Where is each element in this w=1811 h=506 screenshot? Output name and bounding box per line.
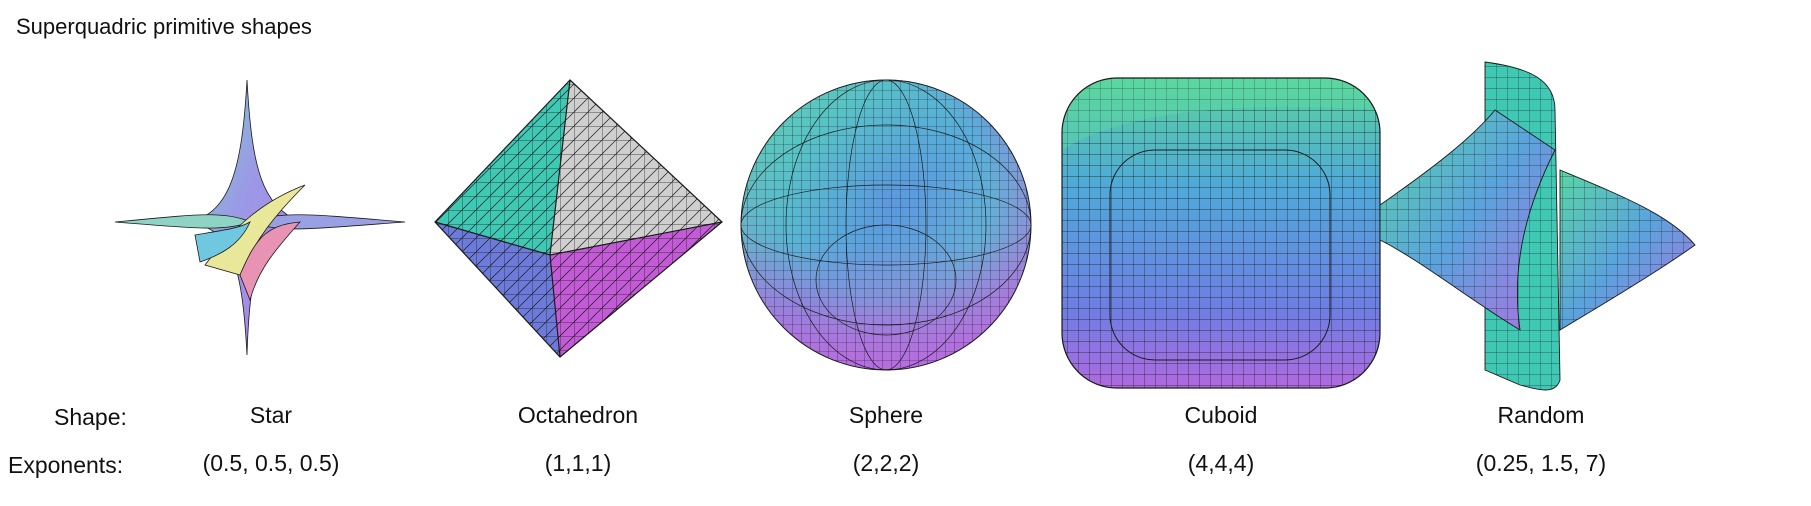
shape-name-octahedron: Octahedron [517,402,639,428]
shape-name-sphere: Sphere [848,402,924,428]
exponents-sphere: (2,2,2) [852,450,920,476]
random-shape [1379,61,1696,391]
sphere-shape [740,79,1032,371]
exponents-octahedron: (1,1,1) [544,450,612,476]
octahedron-shape [434,79,723,358]
shape-row-label: Shape: [54,404,127,430]
exponents-random: (0.25, 1.5, 7) [1475,450,1607,476]
cuboid-shape [1061,77,1381,389]
shape-name-random: Random [1497,402,1585,428]
exponents-row-label: Exponents: [8,452,124,478]
star-shape [114,79,406,356]
figure-title: Superquadric primitive shapes [16,14,312,39]
exponents-cuboid: (4,4,4) [1187,450,1255,476]
shape-name-cuboid: Cuboid [1184,402,1258,428]
exponents-star: (0.5, 0.5, 0.5) [202,450,340,476]
shape-name-star: Star [249,402,293,428]
